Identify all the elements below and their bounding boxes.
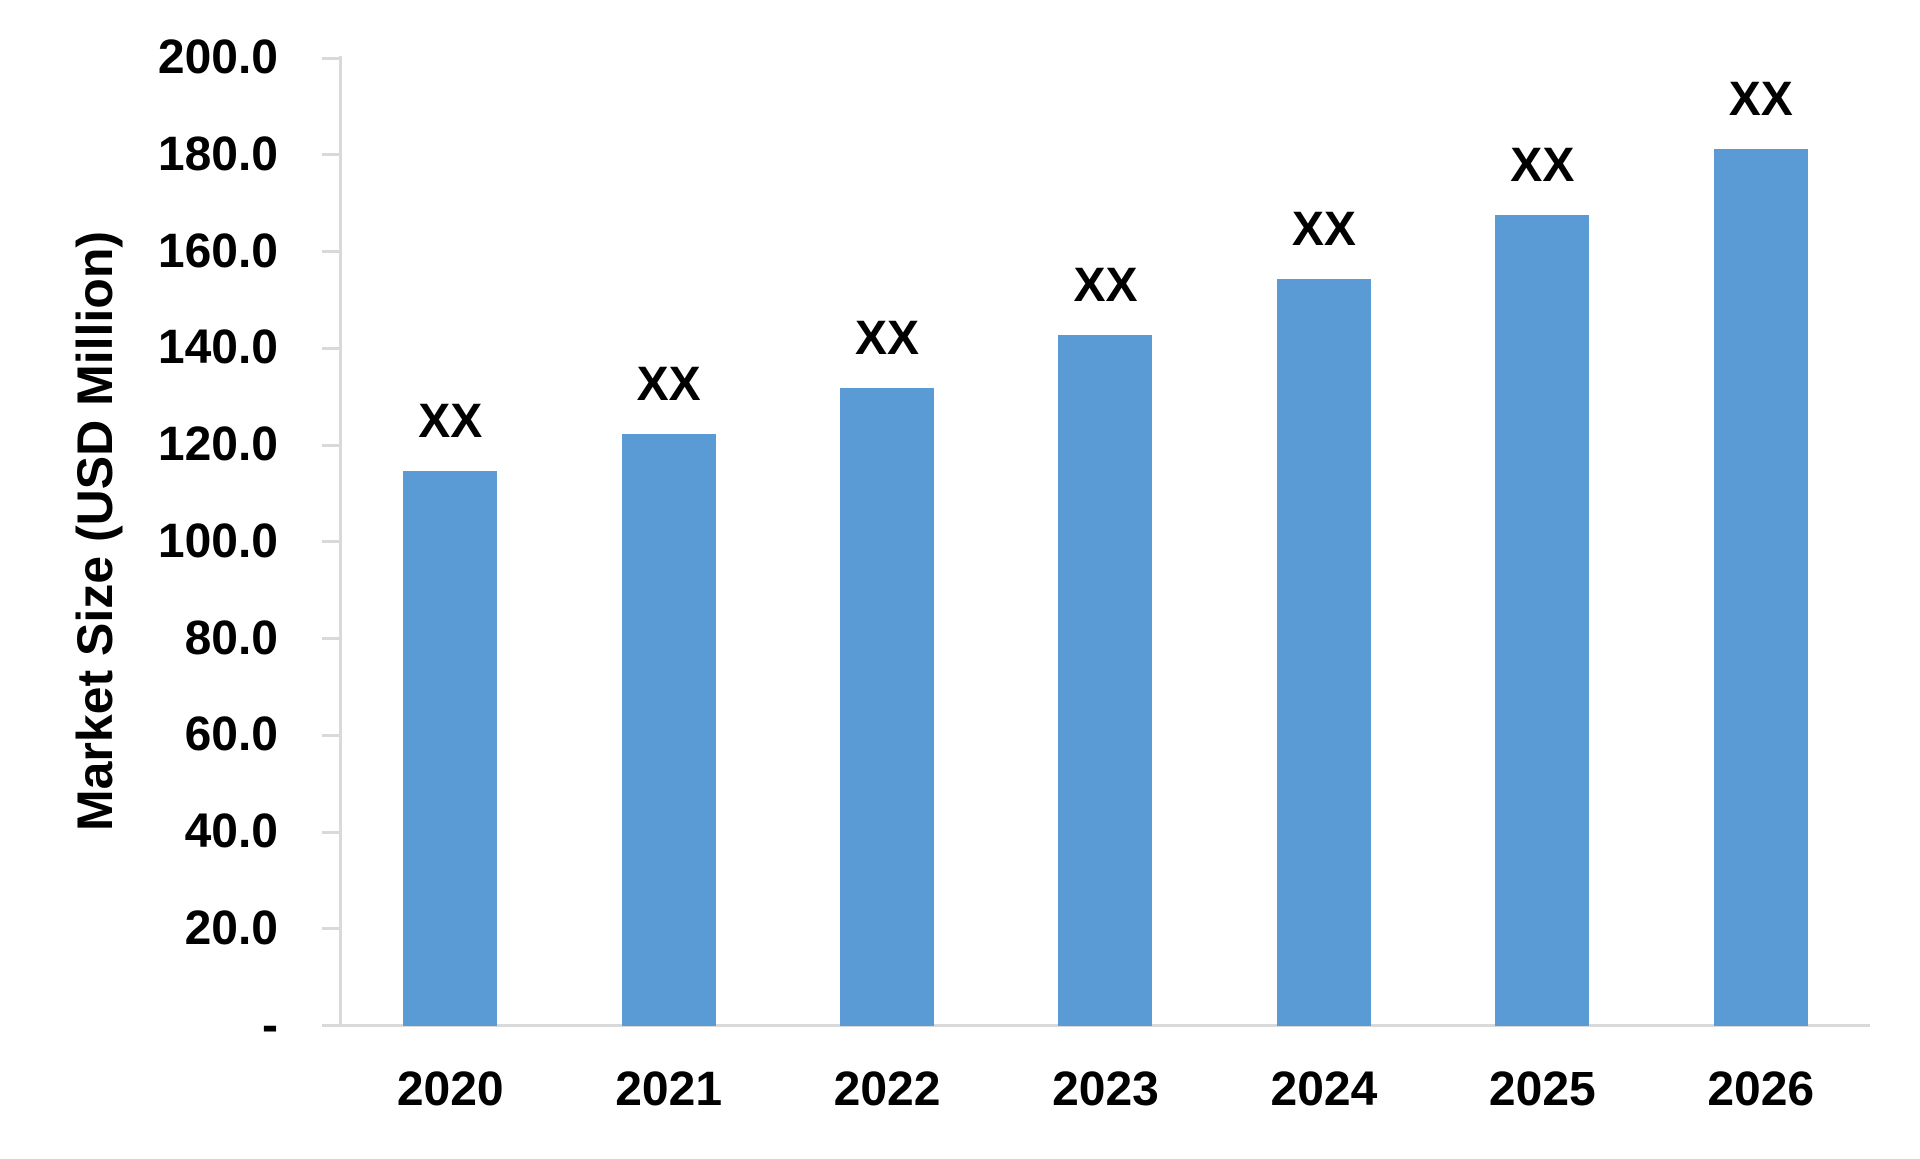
y-tick-mark	[322, 830, 340, 834]
y-tick-mark	[322, 153, 340, 157]
bar-value-label-2024: XX	[1291, 202, 1356, 256]
y-tick-mark	[322, 733, 340, 737]
bar-2020	[403, 470, 498, 1026]
bar-cell-2022: XX	[778, 58, 996, 1026]
bar-cell-2024: XX	[1215, 58, 1433, 1026]
y-axis-line	[339, 56, 342, 1026]
y-tick-label: 100.0	[157, 514, 278, 568]
y-tick-mark	[322, 250, 340, 253]
y-tick-label: 60.0	[184, 708, 278, 762]
x-tick-label-2020: 2020	[396, 1063, 504, 1116]
bar-cell-2021: XX	[559, 58, 777, 1026]
plot-area: XX XX XX XX XX XX XX	[341, 58, 1870, 1026]
y-tick-label: -	[262, 998, 278, 1052]
bar-value-label-2022: XX	[855, 311, 920, 365]
y-tick-mark	[322, 540, 340, 544]
x-tick-label-2021: 2021	[615, 1063, 723, 1116]
bar-2022	[840, 387, 935, 1026]
x-axis-labels: 2020 2021 2022 2023 2024 2025 2026	[341, 1063, 1870, 1123]
bar-cell-2023: XX	[996, 58, 1214, 1026]
bar-value-label-2023: XX	[1073, 258, 1138, 312]
bar-2026	[1713, 149, 1808, 1026]
bar-2021	[621, 433, 716, 1026]
bar-2024	[1276, 278, 1371, 1026]
y-tick-label: 180.0	[157, 127, 278, 181]
y-tick-mark	[322, 56, 340, 60]
y-tick-mark	[322, 443, 340, 447]
x-tick-label-2022: 2022	[833, 1063, 941, 1116]
x-tick-label-2025: 2025	[1488, 1063, 1596, 1116]
y-tick-mark	[322, 927, 340, 931]
bar-value-label-2021: XX	[636, 357, 701, 411]
x-tick-label-2024: 2024	[1270, 1063, 1378, 1116]
x-tick-label-2023: 2023	[1052, 1063, 1159, 1116]
bar-value-label-2025: XX	[1510, 138, 1575, 192]
y-tick-label: 200.0	[157, 31, 278, 84]
y-tick-label: 160.0	[157, 224, 278, 278]
bar-cell-2026: XX	[1652, 58, 1870, 1026]
bar-cell-2025: XX	[1433, 58, 1651, 1026]
bar-2023	[1058, 334, 1153, 1026]
bar-2025	[1495, 214, 1590, 1026]
y-tick-label: 120.0	[157, 418, 278, 471]
y-tick-mark	[322, 637, 340, 640]
bar-value-label-2026: XX	[1728, 73, 1793, 127]
x-tick-label-2026: 2026	[1707, 1063, 1815, 1116]
bar-cell-2020: XX	[341, 58, 559, 1026]
y-tick-label: 20.0	[184, 901, 278, 955]
bar-value-label-2020: XX	[418, 394, 483, 448]
y-tick-label: 40.0	[184, 805, 278, 858]
y-tick-mark	[322, 346, 340, 350]
y-tick-label: 140.0	[157, 321, 278, 375]
y-tick-label: 80.0	[184, 611, 278, 665]
